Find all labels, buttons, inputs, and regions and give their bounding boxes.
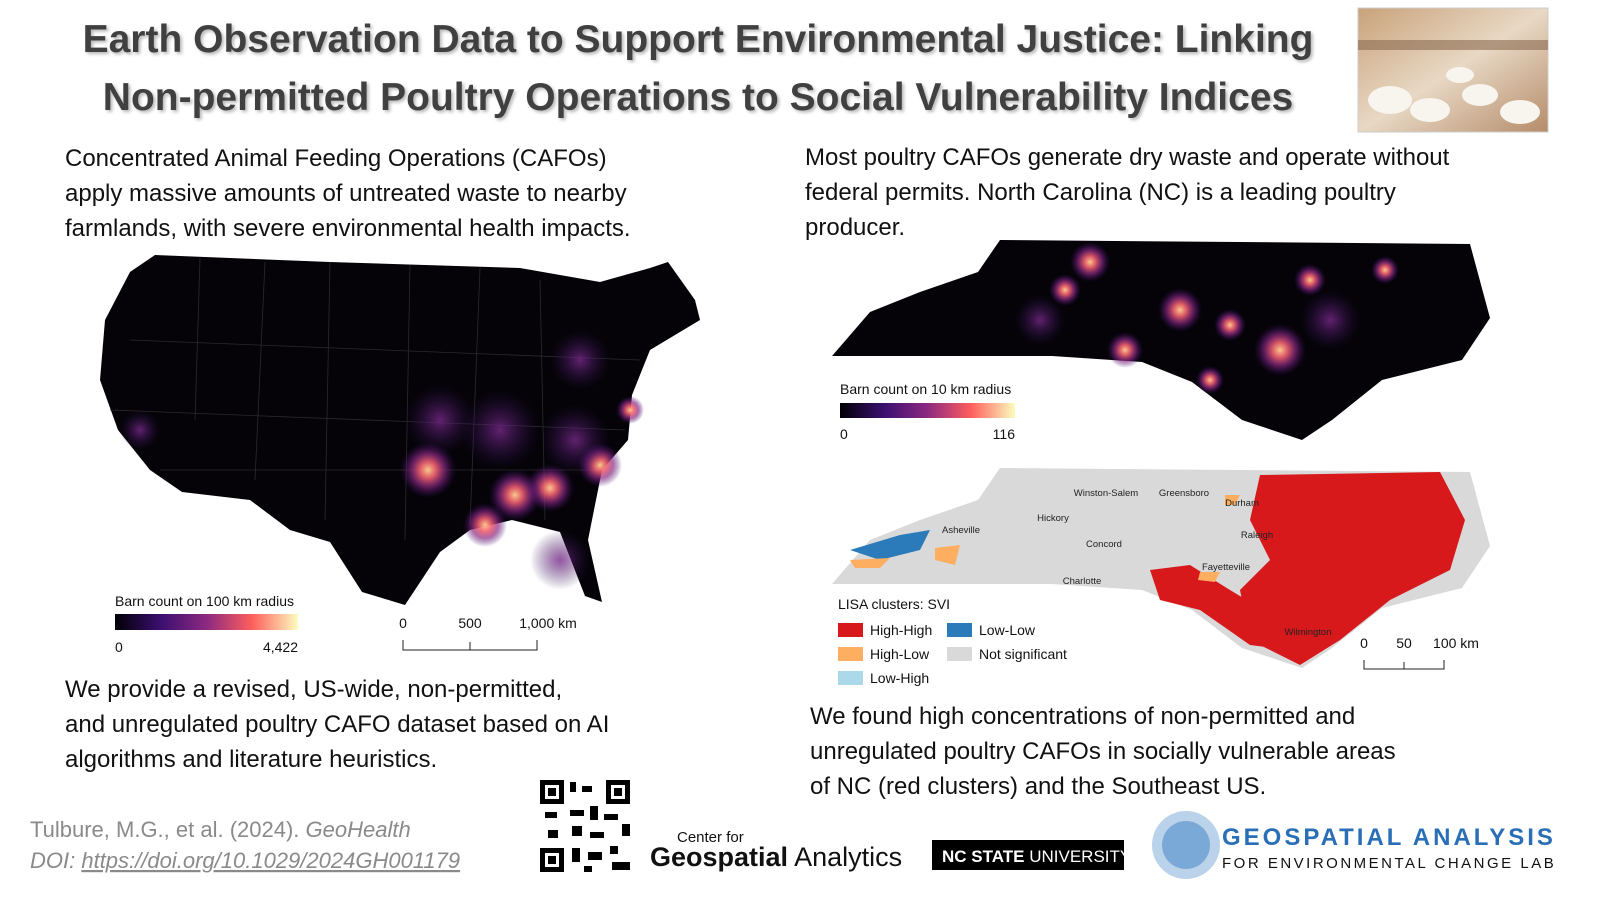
legend-max: 116 bbox=[993, 426, 1016, 442]
text-line: We provide a revised, US-wide, non-permi… bbox=[65, 676, 562, 703]
scale-label: 50 bbox=[1396, 635, 1412, 651]
city-labels: Winston-Salem Greensboro Durham Hickory … bbox=[942, 488, 1332, 638]
text-line: Concentrated Animal Feeding Operations (… bbox=[65, 145, 607, 172]
logo-text: Center for bbox=[677, 829, 744, 846]
legend-title: LISA clusters: SVI bbox=[838, 596, 950, 612]
doi: DOI: https://doi.org/10.1029/2024GH00117… bbox=[30, 848, 460, 873]
scale-label: 1,000 km bbox=[519, 615, 577, 631]
logo-text: FOR ENVIRONMENTAL CHANGE LAB bbox=[1222, 855, 1556, 872]
legend-min: 0 bbox=[115, 639, 123, 655]
title-line: Non-permitted Poultry Operations to Soci… bbox=[103, 76, 1293, 119]
scale-bar bbox=[1363, 660, 1445, 670]
legend-title: Barn count on 100 km radius bbox=[115, 593, 294, 609]
city-label: Wilmington bbox=[1285, 627, 1332, 638]
city-label: Asheville bbox=[942, 525, 980, 536]
legend-swatch bbox=[838, 623, 863, 637]
scale-label: 0 bbox=[399, 615, 407, 631]
logo-bold: NC STATE bbox=[942, 847, 1024, 866]
city-label: Hickory bbox=[1037, 513, 1069, 524]
right-intro: Most poultry CAFOs generate dry waste an… bbox=[805, 144, 1450, 241]
logo-bold: Geospatial bbox=[650, 842, 788, 872]
legend-label: Low-Low bbox=[979, 622, 1036, 638]
city-label: Raleigh bbox=[1241, 530, 1273, 541]
logo-text: Geospatial Analytics bbox=[650, 842, 902, 872]
lisa-map: Winston-Salem Greensboro Durham Hickory … bbox=[832, 468, 1490, 686]
legend-swatch bbox=[947, 623, 972, 637]
us-heatmap: Barn count on 100 km radius 0 4,422 0 50… bbox=[100, 255, 700, 655]
text-line: federal permits. North Carolina (NC) is … bbox=[805, 179, 1396, 206]
text-line: We found high concentrations of non-perm… bbox=[810, 703, 1355, 730]
logo-light: UNIVERSITY bbox=[1029, 847, 1131, 866]
title: Earth Observation Data to Support Enviro… bbox=[83, 18, 1314, 119]
scale-label: 0 bbox=[1360, 635, 1368, 651]
right-conclusion: We found high concentrations of non-perm… bbox=[810, 703, 1396, 800]
text-line: of NC (red clusters) and the Southeast U… bbox=[810, 773, 1266, 800]
legend-max: 4,422 bbox=[263, 639, 298, 655]
doi-prefix: DOI: bbox=[30, 848, 81, 873]
qr-code bbox=[540, 780, 630, 872]
city-label: Concord bbox=[1086, 539, 1122, 550]
left-conclusion: We provide a revised, US-wide, non-permi… bbox=[65, 676, 609, 773]
legend-min: 0 bbox=[840, 426, 848, 442]
text-line: producer. bbox=[805, 214, 905, 241]
citation: Tulbure, M.G., et al. (2024). GeoHealth bbox=[30, 817, 411, 842]
text-line: Most poultry CAFOs generate dry waste an… bbox=[805, 144, 1450, 171]
text-line: apply massive amounts of untreated waste… bbox=[65, 180, 627, 207]
citation-text: Tulbure, M.G., et al. (2024). bbox=[30, 817, 306, 842]
title-line: Earth Observation Data to Support Enviro… bbox=[83, 18, 1314, 61]
logo-lab: GEOSPATIAL ANALYSIS FOR ENVIRONMENTAL CH… bbox=[1152, 811, 1556, 879]
city-label: Charlotte bbox=[1063, 576, 1102, 587]
logo-ncstate: NC STATE UNIVERSITY bbox=[932, 840, 1131, 870]
legend-label: High-High bbox=[870, 622, 932, 638]
journal: GeoHealth bbox=[306, 817, 411, 842]
city-label: Fayetteville bbox=[1202, 562, 1250, 573]
left-intro: Concentrated Animal Feeding Operations (… bbox=[65, 145, 631, 242]
city-label: Durham bbox=[1225, 498, 1259, 509]
scale-label: 500 bbox=[458, 615, 482, 631]
legend-swatch bbox=[947, 647, 972, 661]
logo-text: NC STATE UNIVERSITY bbox=[942, 847, 1131, 866]
scale-label: 100 km bbox=[1433, 635, 1479, 651]
legend-label: High-Low bbox=[870, 646, 930, 662]
legend-label: Low-High bbox=[870, 670, 929, 686]
legend-swatch bbox=[838, 647, 863, 661]
nc-heatmap: Barn count on 10 km radius 0 116 bbox=[832, 240, 1490, 442]
legend-label: Not significant bbox=[979, 646, 1067, 662]
color-bar bbox=[115, 614, 298, 630]
scale-bar bbox=[402, 640, 538, 651]
legend-swatch bbox=[838, 671, 863, 685]
text-line: farmlands, with severe environmental hea… bbox=[65, 215, 631, 242]
text-line: unregulated poultry CAFOs in socially vu… bbox=[810, 738, 1396, 765]
text-line: and unregulated poultry CAFO dataset bas… bbox=[65, 711, 609, 738]
text-line: algorithms and literature heuristics. bbox=[65, 746, 437, 773]
city-label: Greensboro bbox=[1159, 488, 1209, 499]
logo-center: Center for Geospatial Analytics bbox=[650, 829, 902, 872]
color-bar bbox=[840, 403, 1015, 418]
city-label: Winston-Salem bbox=[1074, 488, 1138, 499]
legend-title: Barn count on 10 km radius bbox=[840, 381, 1011, 397]
logo-light: Analytics bbox=[794, 842, 902, 872]
poultry-photo bbox=[1357, 7, 1549, 133]
logo-text: GEOSPATIAL ANALYSIS bbox=[1222, 824, 1556, 851]
doi-link[interactable]: https://doi.org/10.1029/2024GH001179 bbox=[81, 848, 460, 873]
